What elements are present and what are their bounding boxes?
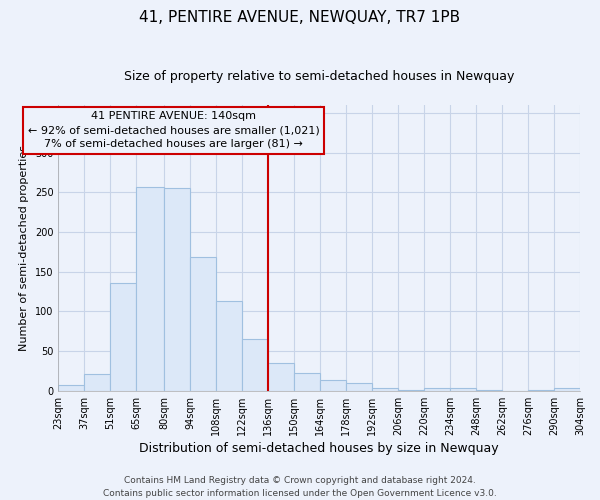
Bar — [476, 390, 502, 391]
Text: Contains HM Land Registry data © Crown copyright and database right 2024.
Contai: Contains HM Land Registry data © Crown c… — [103, 476, 497, 498]
Bar — [136, 187, 164, 391]
Bar — [398, 390, 424, 391]
Bar — [320, 380, 346, 391]
Bar — [294, 374, 320, 391]
Bar — [372, 388, 398, 391]
Bar — [110, 283, 136, 391]
Y-axis label: Number of semi-detached properties: Number of semi-detached properties — [19, 145, 29, 351]
Bar — [242, 339, 268, 391]
Bar — [58, 386, 84, 391]
Text: 41 PENTIRE AVENUE: 140sqm
← 92% of semi-detached houses are smaller (1,021)
7% o: 41 PENTIRE AVENUE: 140sqm ← 92% of semi-… — [28, 112, 319, 150]
Bar — [528, 390, 554, 391]
Bar — [216, 301, 242, 391]
Bar — [554, 388, 580, 391]
Title: Size of property relative to semi-detached houses in Newquay: Size of property relative to semi-detach… — [124, 70, 514, 83]
Text: 41, PENTIRE AVENUE, NEWQUAY, TR7 1PB: 41, PENTIRE AVENUE, NEWQUAY, TR7 1PB — [139, 10, 461, 25]
Bar — [190, 258, 216, 391]
Bar — [424, 388, 450, 391]
Bar — [450, 388, 476, 391]
Bar — [84, 374, 110, 391]
Bar — [346, 383, 372, 391]
Bar — [268, 363, 294, 391]
Bar — [164, 188, 190, 391]
X-axis label: Distribution of semi-detached houses by size in Newquay: Distribution of semi-detached houses by … — [139, 442, 499, 455]
